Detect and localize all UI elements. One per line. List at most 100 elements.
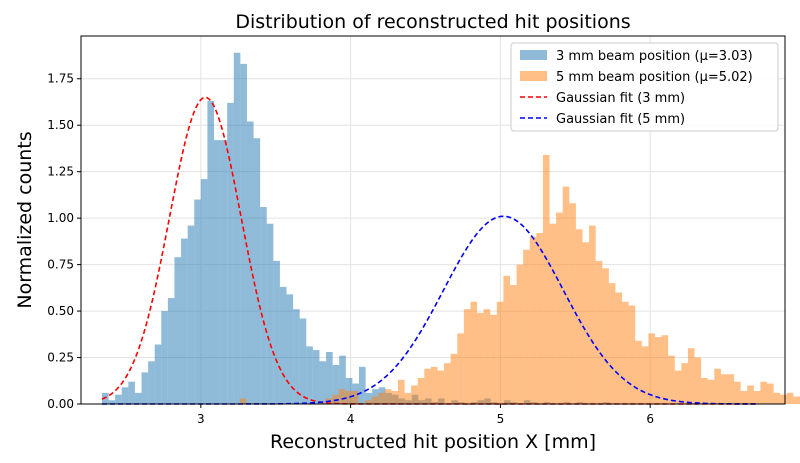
histogram-bar-2 (444, 363, 451, 404)
x-tick-label: 6 (646, 412, 654, 426)
histogram-bar-2 (503, 275, 510, 404)
histogram-bar-2 (450, 353, 458, 404)
histogram-bar-2 (582, 242, 590, 404)
histogram-bar-2 (687, 348, 695, 404)
histogram-bar-2 (602, 268, 609, 404)
legend-box (510, 42, 779, 132)
histogram-bar-1 (365, 392, 373, 404)
histogram-bar-2 (760, 381, 768, 404)
histogram-bar-2 (523, 249, 530, 404)
histogram-bar-1 (108, 400, 116, 404)
histogram-bar-2 (345, 390, 352, 404)
histogram-bar-2 (654, 337, 662, 404)
histogram-bar-1 (312, 350, 320, 404)
histogram-bar-1 (148, 361, 155, 404)
histogram-bar-2 (681, 363, 688, 404)
legend-label: 5 mm beam position (μ=5.02) (556, 70, 753, 85)
histogram-bar-1 (339, 355, 346, 404)
histogram-bar-2 (608, 283, 616, 404)
histogram-bar-2 (641, 346, 649, 404)
histogram-bar-2 (516, 264, 524, 404)
histogram-bar-2 (496, 301, 504, 404)
histogram-bar-2 (668, 355, 675, 404)
histogram-bar-2 (391, 390, 398, 404)
legend-swatch (520, 71, 547, 81)
histogram-bar-2 (463, 309, 471, 404)
x-tick-label: 4 (347, 412, 355, 426)
histogram-bar-2 (404, 392, 412, 404)
histogram-bar-1 (253, 138, 261, 404)
histogram-bar-2 (378, 392, 385, 404)
histogram-bar-2 (734, 381, 741, 404)
x-axis-title: Reconstructed hit position X [mm] (270, 431, 596, 453)
histogram-bar-2 (707, 379, 715, 404)
y-tick-label: 1.25 (47, 165, 74, 179)
histogram-bar-1 (293, 309, 300, 404)
histogram-bar-2 (569, 203, 576, 404)
histogram-bar-1 (233, 52, 241, 405)
histogram-bar-2 (661, 335, 669, 404)
histogram-bar-2 (470, 301, 478, 404)
histogram-bar-1 (214, 140, 221, 404)
legend: 3 mm beam position (μ=3.03) 5 mm beam pos… (510, 42, 779, 132)
histogram-bar-2 (417, 377, 425, 404)
histogram-bar-2 (239, 398, 247, 404)
histogram-bar-2 (793, 396, 800, 404)
histogram-bar-1 (187, 225, 195, 404)
histogram-bar-2 (556, 212, 563, 404)
histogram-bar-1 (154, 344, 162, 404)
legend-label: 3 mm beam position (μ=3.03) (556, 49, 753, 64)
histogram-bar-2 (595, 260, 603, 404)
histogram-bar-2 (615, 292, 623, 404)
histogram-bar-2 (714, 368, 721, 404)
histogram-bar-1 (220, 140, 228, 404)
histogram-bar-2 (384, 389, 392, 404)
histogram-bar-2 (490, 314, 497, 404)
histogram-bar-2 (635, 340, 642, 404)
histogram-bar-1 (174, 257, 182, 404)
legend-label: Gaussian fit (3 mm) (556, 91, 685, 106)
histogram-bar-2 (589, 225, 596, 404)
histogram-bar-1 (194, 199, 201, 404)
histogram-bar-2 (338, 389, 346, 404)
y-tick-label: 0.25 (47, 351, 74, 365)
histogram-bar-1 (161, 311, 168, 404)
histogram-bar-1 (181, 238, 188, 404)
histogram-bar-1 (319, 361, 327, 404)
histogram-bar-2 (786, 392, 794, 404)
histogram-bar-2 (575, 229, 583, 404)
histogram-bar-1 (359, 366, 366, 404)
histogram-bar-2 (674, 370, 682, 404)
histogram-bar-2 (549, 223, 557, 404)
histogram-bar-2 (424, 368, 431, 404)
legend-label: Gaussian fit (5 mm) (556, 112, 685, 127)
histogram-bar-2 (773, 392, 781, 404)
histogram-bar-2 (727, 374, 735, 404)
histogram-bar-2 (430, 366, 438, 404)
histogram-bar-1 (167, 298, 175, 404)
histogram-bar-1 (121, 387, 129, 404)
histogram-bar-1 (299, 318, 307, 404)
histogram-bar-1 (128, 381, 135, 404)
gaussian-fit-line-2 (101, 215, 759, 405)
histogram-bar-2 (622, 301, 629, 404)
y-tick-label: 0.00 (47, 397, 74, 411)
histogram-bar-2 (332, 394, 339, 404)
histogram-bar-2 (529, 236, 537, 404)
histogram-bar-1 (200, 179, 208, 404)
histogram-bar-1 (273, 260, 280, 404)
y-tick-label: 1.75 (47, 72, 74, 86)
histogram-bar-2 (747, 385, 754, 404)
histogram-bar-1 (260, 206, 267, 404)
histogram-bar-1 (227, 102, 234, 404)
histogram-bar-2 (694, 357, 702, 404)
histogram-bar-1 (141, 372, 149, 404)
histogram-bar-1 (240, 63, 247, 405)
histogram-bar-2 (720, 374, 728, 404)
histogram-bar-2 (371, 396, 379, 404)
x-tick-label: 3 (197, 412, 205, 426)
legend-swatch (520, 50, 547, 60)
histogram-bar-1 (306, 346, 313, 404)
y-tick-label: 1.50 (47, 118, 74, 132)
